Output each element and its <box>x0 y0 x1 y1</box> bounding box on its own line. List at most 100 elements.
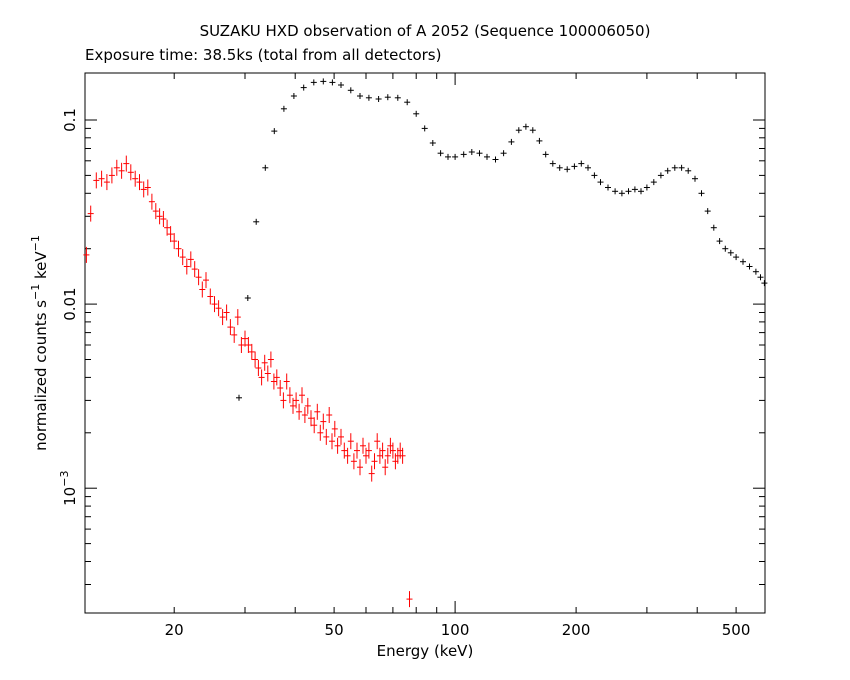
data-point <box>320 413 327 430</box>
data-point <box>227 319 234 336</box>
data-point <box>242 330 248 347</box>
x-tick-label: 50 <box>325 621 344 639</box>
data-point <box>267 351 274 368</box>
data-point <box>331 420 338 437</box>
data-point <box>500 150 507 157</box>
data-point <box>344 447 351 464</box>
data-point <box>578 160 585 167</box>
data-point <box>357 93 363 99</box>
data-point <box>757 274 764 281</box>
data-point <box>326 407 333 423</box>
data-point <box>638 188 644 195</box>
series-2 <box>236 78 768 401</box>
data-point <box>365 94 372 101</box>
data-point <box>429 140 436 146</box>
data-point <box>618 190 625 197</box>
data-point <box>93 172 100 189</box>
data-point <box>215 300 222 317</box>
data-point <box>704 208 711 215</box>
data-point <box>308 410 314 427</box>
data-point <box>727 249 734 256</box>
y-tick-label: 10−3 <box>58 471 79 506</box>
data-point <box>382 459 389 476</box>
data-point <box>752 268 759 275</box>
data-point <box>746 263 753 270</box>
data-point <box>389 442 396 459</box>
data-point <box>357 459 363 476</box>
data-point <box>365 442 372 459</box>
x-axis-ticks <box>173 73 737 613</box>
chart-title: SUZAKU HXD observation of A 2052 (Sequen… <box>200 22 651 40</box>
data-point <box>452 153 459 160</box>
data-point <box>286 387 293 404</box>
y-axis-tick-labels: 10−3 0.01 0.1 <box>58 108 79 506</box>
data-point <box>123 155 130 172</box>
data-point <box>310 79 317 86</box>
data-point <box>631 186 638 193</box>
data-point <box>219 309 226 326</box>
data-point <box>542 151 549 158</box>
data-point <box>716 238 723 245</box>
data-point <box>83 246 90 263</box>
plot-frame <box>84 72 766 614</box>
data-point <box>207 288 214 305</box>
data-point <box>484 153 490 160</box>
data-point <box>277 380 284 396</box>
data-point <box>152 203 159 220</box>
data-point <box>299 387 305 404</box>
data-point <box>571 163 578 170</box>
data-point <box>132 170 139 187</box>
data-point <box>300 84 307 91</box>
data-point <box>261 354 268 371</box>
data-point <box>384 447 391 464</box>
data-point <box>87 205 94 222</box>
data-point <box>280 392 287 409</box>
y-tick-label: 0.01 <box>61 287 79 320</box>
data-point <box>280 105 287 112</box>
x-tick-label: 500 <box>722 621 751 639</box>
x-tick-label: 100 <box>441 621 470 639</box>
data-point <box>664 167 671 174</box>
series-1 <box>83 155 413 608</box>
data-point <box>399 447 406 464</box>
data-point <box>98 170 105 187</box>
data-point <box>273 369 280 386</box>
data-point <box>722 245 729 252</box>
data-point <box>591 172 598 179</box>
data-point <box>296 403 303 420</box>
data-point <box>556 164 563 171</box>
data-point <box>421 125 428 132</box>
data-point <box>293 392 300 409</box>
data-point <box>371 453 378 470</box>
x-tick-label: 20 <box>165 621 184 639</box>
y-axis-label-main: normalized counts s <box>32 300 50 451</box>
data-point <box>406 591 413 608</box>
data-point <box>127 164 134 181</box>
data-point <box>164 219 171 236</box>
data-point <box>347 87 354 94</box>
data-point <box>341 442 348 459</box>
data-point <box>323 428 330 445</box>
data-point <box>710 224 717 231</box>
data-point <box>236 394 242 401</box>
data-point <box>103 174 110 191</box>
data-point <box>144 179 151 196</box>
data-point <box>301 407 308 423</box>
data-point <box>605 184 611 191</box>
data-point <box>258 369 265 386</box>
data-point <box>445 153 451 160</box>
data-point <box>650 179 657 186</box>
data-point <box>394 94 401 101</box>
data-point <box>179 249 186 266</box>
data-point <box>238 337 245 353</box>
data-point <box>290 397 296 414</box>
data-point <box>354 442 360 459</box>
data-point <box>338 82 344 88</box>
data-point <box>234 309 241 326</box>
data-point <box>515 127 522 134</box>
data-point <box>191 261 198 278</box>
y-tick-label: 0.1 <box>61 108 79 132</box>
data-point <box>692 175 698 182</box>
data-point <box>290 93 297 99</box>
data-point <box>203 272 209 289</box>
